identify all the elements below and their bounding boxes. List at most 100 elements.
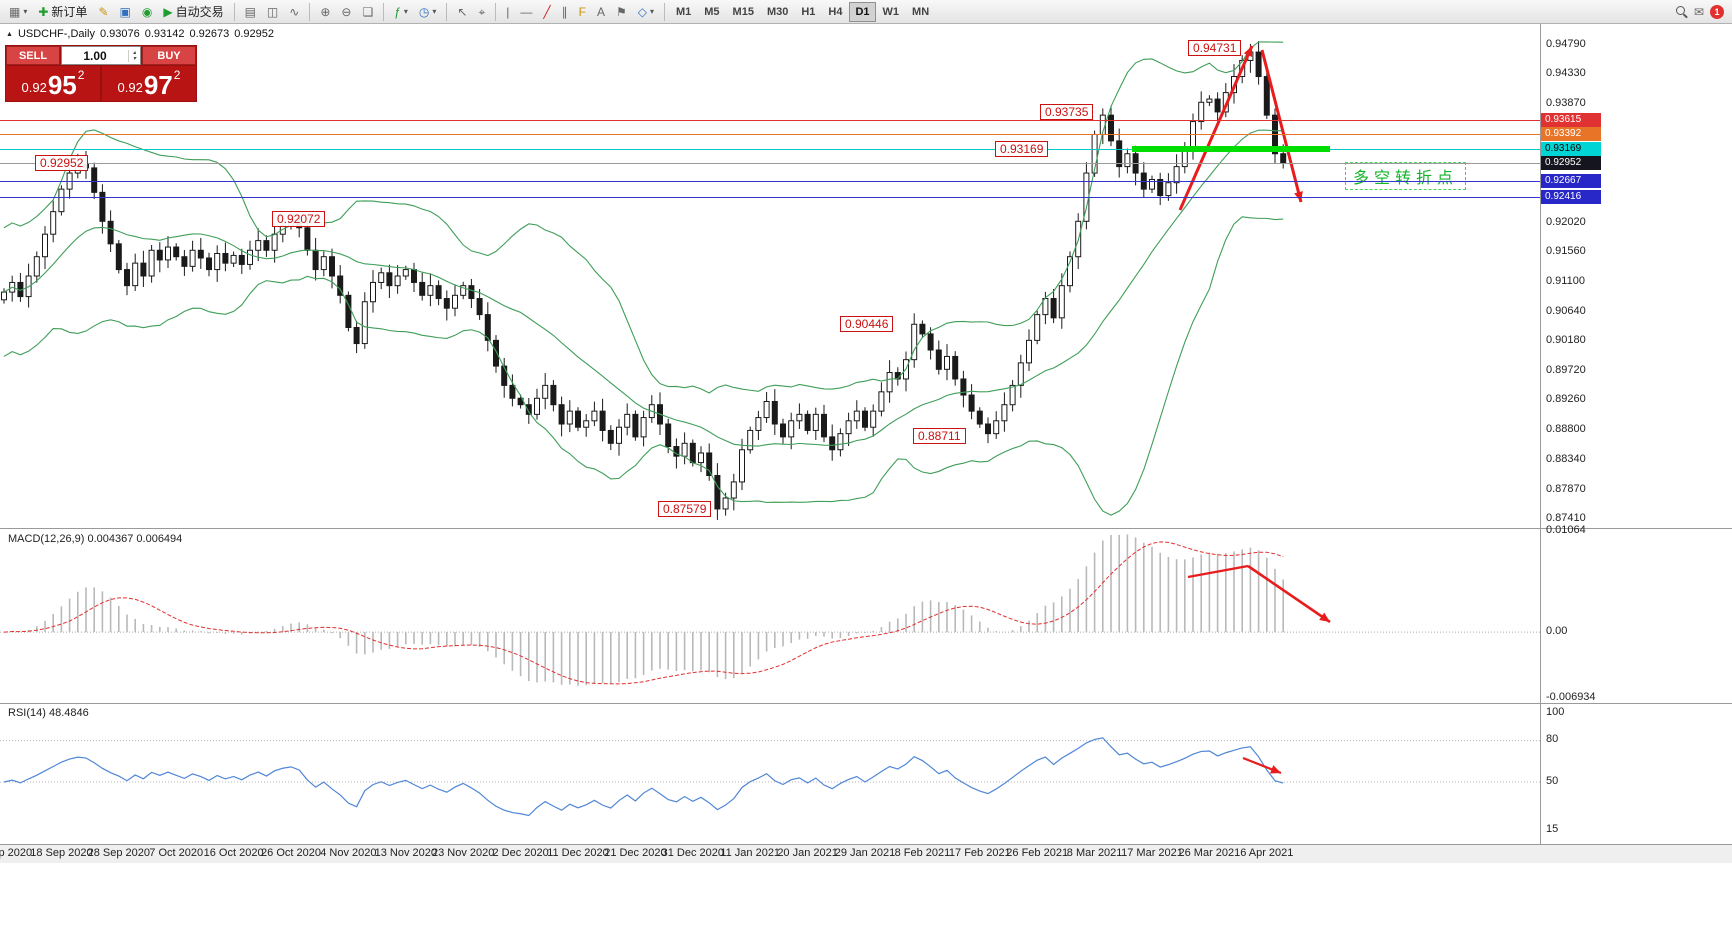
timeframe-button-M5[interactable]: M5 [698, 2, 725, 22]
text-tool-button[interactable]: A [592, 2, 610, 22]
hline-0.92667[interactable] [0, 181, 1540, 182]
candlestick-button[interactable]: ◫ [262, 2, 283, 22]
volume-value[interactable]: 1.00 [83, 48, 107, 63]
date-axis-separator [0, 844, 1732, 845]
shapes-tool-button[interactable]: ◇ ▾ [633, 2, 659, 22]
toolbar-separator [233, 2, 235, 21]
hline-0.93392[interactable] [0, 134, 1540, 135]
zoom-in-button[interactable]: ⊕ [315, 2, 335, 22]
price-scale-label: 0.88340 [1546, 453, 1586, 465]
volume-spinner[interactable]: ▴ ▾ [128, 49, 140, 62]
notification-badge[interactable]: 1 [1710, 4, 1724, 19]
sell-button[interactable]: SELL [6, 46, 60, 65]
chevron-down-icon: ▾ [403, 7, 408, 16]
candlestick-icon: ◫ [266, 4, 279, 19]
expand-indicator-icon[interactable]: ▲ [6, 30, 13, 38]
price-scale-label: 0.90180 [1546, 334, 1586, 346]
date-label: 8 Mar 2021 [1066, 847, 1123, 859]
hline-0.93169[interactable] [0, 149, 1540, 150]
price-scale-label: 0.89260 [1546, 393, 1586, 405]
timeframe-button-M30[interactable]: M30 [761, 2, 794, 22]
turning-point-annotation[interactable]: 多空转折点 [1345, 162, 1467, 190]
label-tool-button[interactable]: ⚑ [611, 2, 632, 22]
price-tag-0.92667[interactable]: 0.92667 [1541, 174, 1601, 188]
date-label: 21 Dec 2020 [604, 847, 667, 859]
price-callout-0.93735[interactable]: 0.93735 [1040, 104, 1094, 120]
red-trend-arrow[interactable] [1187, 564, 1249, 579]
price-callout-0.93169[interactable]: 0.93169 [995, 141, 1049, 157]
trendline-tool-button[interactable]: ╱ [538, 2, 555, 22]
price-callout-0.92072[interactable]: 0.92072 [272, 211, 326, 227]
date-label: 26 Feb 2021 [1006, 847, 1069, 859]
price-callout-0.92952[interactable]: 0.92952 [35, 155, 89, 171]
auto-trading-label: 自动交易 [175, 5, 224, 19]
rsi-panel-separator[interactable] [0, 703, 1732, 704]
timeframe-toolbar: M1 M5 M15 M30 H1 H4 D1 W1 MN [670, 1, 935, 22]
vline-tool-button[interactable]: | [501, 2, 514, 22]
support-resistance-bar[interactable] [1132, 146, 1330, 152]
fibonacci-tool-button[interactable]: F [574, 2, 591, 22]
price-tag-0.92952[interactable]: 0.92952 [1541, 156, 1601, 170]
red-trend-arrow[interactable] [1247, 564, 1331, 624]
bar-chart-button[interactable]: ▤ [240, 2, 261, 22]
timeframe-button-MN[interactable]: MN [906, 2, 935, 22]
hline-0.92416[interactable] [0, 197, 1540, 198]
spin-up-icon[interactable]: ▴ [132, 49, 136, 56]
hline-tool-button[interactable]: — [515, 2, 537, 22]
timeframe-button-H1[interactable]: H1 [795, 2, 821, 22]
text-icon: A [596, 4, 605, 19]
price-tag-0.92416[interactable]: 0.92416 [1541, 190, 1601, 204]
hline-0.92952[interactable] [0, 163, 1540, 164]
new-order-button[interactable]: ✚ 新订单 [33, 2, 92, 22]
buy-button[interactable]: BUY [142, 46, 196, 65]
sell-price-button[interactable]: 0.92 95 2 [6, 66, 100, 101]
spin-down-icon[interactable]: ▾ [132, 55, 136, 62]
tile-windows-button[interactable]: ❏ [357, 2, 378, 22]
search-icon[interactable] [1675, 5, 1688, 18]
timeframe-button-H4[interactable]: H4 [822, 2, 848, 22]
price-callout-0.87579[interactable]: 0.87579 [658, 501, 712, 517]
cursor-tool-button[interactable]: ↖ [452, 2, 472, 22]
fibonacci-icon: F [578, 4, 586, 19]
auto-trading-button[interactable]: ▶ 自动交易 [158, 2, 228, 22]
price-callout-0.90446[interactable]: 0.90446 [840, 316, 894, 332]
timeframe-button-M1[interactable]: M1 [670, 2, 697, 22]
price-tag-0.93392[interactable]: 0.93392 [1541, 127, 1601, 141]
red-trend-arrow[interactable] [1178, 45, 1254, 211]
cycles-button[interactable]: ◷ ▾ [414, 2, 442, 22]
chart-canvas[interactable] [0, 24, 1540, 862]
community-button[interactable]: ◉ [137, 2, 157, 22]
terminal-button[interactable]: ▣ [115, 2, 136, 22]
line-chart-icon: ∿ [289, 4, 300, 19]
sell-price-main: 0.92 [21, 80, 47, 95]
date-label: 11 Jan 2021 [720, 847, 781, 859]
buy-price-button[interactable]: 0.92 97 2 [102, 66, 196, 101]
hline-0.93615[interactable] [0, 120, 1540, 121]
price-tag-0.93615[interactable]: 0.93615 [1541, 113, 1601, 127]
metaeditor-button[interactable]: ✎ [93, 2, 113, 22]
new-chart-button[interactable]: ▦ ▾ [4, 2, 32, 22]
ohlc-open: 0.93076 [99, 28, 140, 40]
volume-stepper[interactable]: 1.00 ▴ ▾ [61, 46, 141, 65]
price-callout-0.94731[interactable]: 0.94731 [1188, 40, 1242, 56]
timeframe-button-W1[interactable]: W1 [877, 2, 906, 22]
sell-price-sup: 2 [77, 68, 85, 82]
price-callout-0.88711[interactable]: 0.88711 [913, 428, 966, 444]
mail-icon[interactable]: ✉ [1693, 4, 1704, 19]
date-label: 20 Jan 2021 [777, 847, 838, 859]
date-label: 16 Oct 2020 [203, 847, 264, 859]
zoom-out-icon: ⊖ [341, 4, 352, 19]
line-chart-button[interactable]: ∿ [284, 2, 304, 22]
indicators-button[interactable]: ƒ ▾ [389, 2, 413, 22]
zoom-out-button[interactable]: ⊖ [336, 2, 356, 22]
macd-panel-separator[interactable] [0, 528, 1732, 529]
crosshair-tool-button[interactable]: ⌖ [473, 2, 490, 22]
toolbar-separator [495, 2, 497, 21]
timeframe-button-M15[interactable]: M15 [727, 2, 760, 22]
red-trend-arrow[interactable] [1260, 49, 1303, 203]
channel-tool-button[interactable]: ∥ [557, 2, 573, 22]
price-tag-0.93169[interactable]: 0.93169 [1541, 142, 1601, 156]
timeframe-button-D1[interactable]: D1 [849, 1, 876, 22]
